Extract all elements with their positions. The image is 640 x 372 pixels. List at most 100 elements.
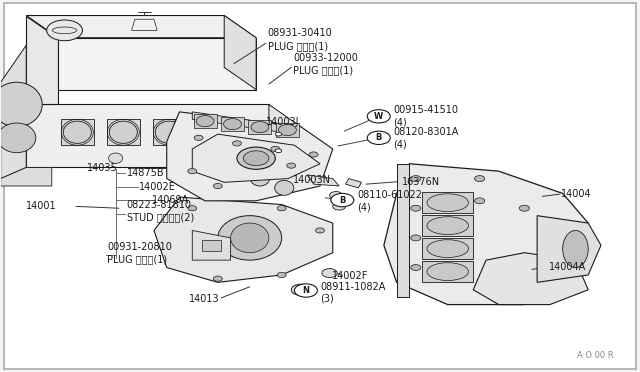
Polygon shape (422, 261, 473, 282)
Text: 08110-61022
(4): 08110-61022 (4) (357, 190, 422, 213)
Circle shape (275, 132, 282, 136)
Circle shape (474, 176, 484, 182)
Ellipse shape (427, 240, 468, 257)
Polygon shape (202, 240, 221, 251)
Polygon shape (192, 134, 320, 182)
Text: 14013: 14013 (189, 294, 220, 304)
Ellipse shape (156, 121, 183, 143)
Circle shape (411, 264, 421, 270)
Polygon shape (537, 216, 601, 282)
Text: 14003J: 14003J (266, 117, 300, 127)
Ellipse shape (202, 153, 221, 167)
Polygon shape (221, 118, 244, 131)
Circle shape (333, 203, 346, 210)
Polygon shape (107, 119, 140, 145)
Text: 14004: 14004 (561, 189, 592, 199)
Text: 14875B: 14875B (127, 168, 164, 178)
Ellipse shape (237, 147, 275, 169)
Ellipse shape (218, 216, 282, 260)
Circle shape (316, 228, 324, 233)
Text: B: B (376, 133, 382, 142)
Circle shape (330, 192, 342, 199)
Polygon shape (58, 38, 256, 90)
Circle shape (291, 284, 310, 295)
Circle shape (309, 152, 318, 157)
Text: 14002E: 14002E (140, 182, 176, 192)
Text: 00931-20810
PLUG プラグ(1): 00931-20810 PLUG プラグ(1) (108, 242, 172, 264)
Ellipse shape (226, 162, 245, 177)
Ellipse shape (278, 125, 296, 136)
Ellipse shape (109, 121, 138, 143)
Polygon shape (193, 115, 216, 128)
Ellipse shape (109, 153, 123, 163)
Circle shape (188, 169, 196, 174)
Ellipse shape (275, 180, 294, 195)
Ellipse shape (0, 123, 36, 153)
Circle shape (519, 205, 529, 211)
Polygon shape (1, 167, 52, 186)
Text: A·O 00 R: A·O 00 R (577, 351, 614, 360)
Polygon shape (167, 112, 333, 201)
Polygon shape (26, 16, 256, 38)
Circle shape (294, 284, 317, 297)
Circle shape (271, 146, 280, 151)
Polygon shape (384, 164, 588, 305)
Polygon shape (473, 253, 588, 305)
Polygon shape (276, 124, 299, 137)
Text: 14003N: 14003N (293, 176, 331, 185)
Circle shape (213, 183, 222, 189)
Polygon shape (422, 192, 473, 213)
Ellipse shape (427, 263, 468, 280)
Circle shape (188, 206, 196, 211)
Circle shape (232, 141, 241, 146)
Circle shape (277, 272, 286, 278)
Ellipse shape (427, 194, 468, 212)
Polygon shape (198, 119, 232, 145)
Ellipse shape (63, 121, 92, 143)
Ellipse shape (230, 223, 269, 253)
Polygon shape (346, 179, 362, 188)
Circle shape (287, 163, 296, 168)
Text: 14035: 14035 (87, 163, 118, 173)
Circle shape (367, 110, 390, 123)
Text: 14001: 14001 (26, 201, 57, 211)
Polygon shape (192, 112, 294, 134)
Ellipse shape (250, 171, 269, 186)
Polygon shape (153, 119, 186, 145)
Ellipse shape (201, 121, 229, 143)
Circle shape (411, 176, 421, 182)
Ellipse shape (223, 119, 241, 130)
Polygon shape (307, 175, 339, 186)
Polygon shape (397, 164, 410, 297)
Text: 08931-30410
PLUG プラグ(1): 08931-30410 PLUG プラグ(1) (268, 28, 332, 51)
Polygon shape (132, 19, 157, 31)
Circle shape (411, 205, 421, 211)
Text: 14002F: 14002F (332, 271, 368, 281)
Polygon shape (224, 16, 256, 90)
Ellipse shape (0, 82, 42, 127)
Ellipse shape (427, 217, 468, 235)
Circle shape (367, 131, 390, 144)
Circle shape (194, 135, 203, 140)
Polygon shape (248, 121, 271, 134)
Polygon shape (269, 105, 301, 175)
Circle shape (47, 20, 83, 41)
Text: 00915-41510
(4): 00915-41510 (4) (394, 105, 458, 128)
Ellipse shape (563, 231, 588, 267)
Circle shape (331, 193, 354, 207)
Circle shape (275, 149, 282, 153)
Text: 14069A: 14069A (152, 195, 189, 205)
Text: 14004A: 14004A (548, 262, 586, 272)
Circle shape (411, 235, 421, 241)
Polygon shape (1, 45, 26, 179)
Text: 00933-12000
PLUG プラグ(1): 00933-12000 PLUG プラグ(1) (293, 53, 358, 76)
Polygon shape (26, 105, 269, 167)
Polygon shape (422, 215, 473, 236)
Text: 08120-8301A
(4): 08120-8301A (4) (394, 126, 459, 149)
Circle shape (277, 206, 286, 211)
Polygon shape (422, 238, 473, 259)
Circle shape (474, 198, 484, 204)
Polygon shape (61, 119, 94, 145)
Text: W: W (374, 112, 383, 121)
Circle shape (322, 269, 337, 278)
